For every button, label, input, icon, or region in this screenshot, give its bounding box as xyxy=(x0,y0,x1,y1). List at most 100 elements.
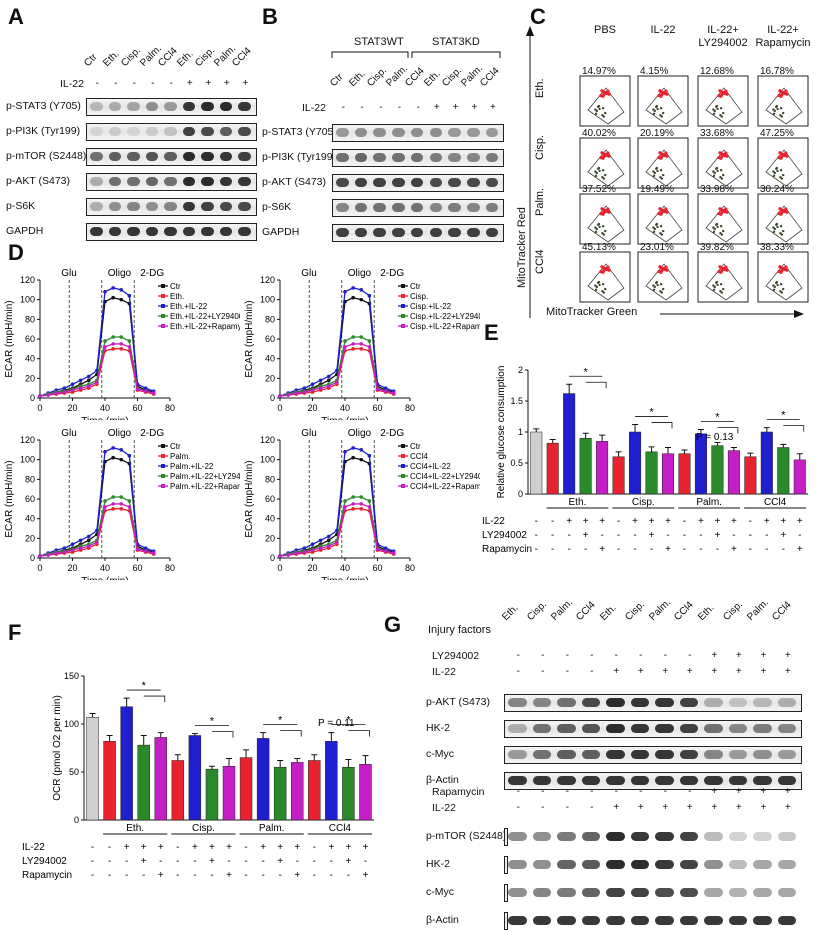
lane-label: CCl4 xyxy=(573,599,598,623)
data-point xyxy=(359,502,364,506)
treatment-sign: - xyxy=(169,78,173,89)
tick-label: 0 xyxy=(277,563,282,573)
treatment-sign: - xyxy=(639,786,643,797)
treatment-sign: - xyxy=(666,530,669,541)
blot-band xyxy=(145,227,158,236)
blot-band xyxy=(238,102,251,111)
bar xyxy=(256,738,270,821)
blot-band xyxy=(108,152,121,161)
flow-percentage: 23.01% xyxy=(640,242,674,253)
data-point xyxy=(326,378,331,383)
treatment-sign: + xyxy=(209,842,215,853)
blot-band xyxy=(466,178,480,187)
treatment-sign: + xyxy=(731,516,737,527)
data-point xyxy=(78,386,83,390)
blot-strip xyxy=(332,224,505,242)
treatment-sign: + xyxy=(277,856,283,867)
legend-entry: Palm. xyxy=(170,452,190,461)
panel-d-ecar-charts: 0 20 40 60 80 100 120 0 20 40 60 80 Glu Oligo 2-DG Time… xyxy=(0,260,480,600)
lane-label: Cisp. xyxy=(720,599,745,623)
data-point xyxy=(119,297,124,302)
treatment-sign: - xyxy=(617,544,620,555)
blot-band xyxy=(164,152,177,161)
data-point xyxy=(302,386,307,390)
injection-marker: Oligo xyxy=(108,268,132,279)
blot-band xyxy=(238,152,251,161)
blot-row-label: p-AKT (S473) xyxy=(6,175,70,187)
group-label: Cisp. xyxy=(632,497,655,508)
blot-strip xyxy=(504,772,802,790)
treatment-sign: + xyxy=(566,516,572,527)
data-point xyxy=(359,495,364,499)
data-point xyxy=(367,339,372,343)
data-point xyxy=(119,335,124,339)
lane-label: Cisp. xyxy=(524,599,549,623)
blot-band xyxy=(410,178,424,187)
blot-band xyxy=(392,203,405,212)
blot-band xyxy=(704,776,723,785)
legend-entry: Cisp.+IL-22 xyxy=(410,302,452,311)
tick-label: 40 xyxy=(100,563,110,573)
column-header: IL-22+ LY294002 xyxy=(698,24,748,49)
data-point xyxy=(359,507,364,511)
blot-strip xyxy=(86,198,257,216)
blot-band xyxy=(108,202,121,211)
treatment-sign: + xyxy=(686,802,693,813)
blot-band xyxy=(630,776,649,785)
treatment-sign: - xyxy=(535,530,538,541)
flow-plot: 47.25% xyxy=(757,128,809,189)
treatment-sign: + xyxy=(226,842,232,853)
blot-band xyxy=(508,724,527,733)
x-axis-label: Time (min) xyxy=(81,576,128,580)
bar xyxy=(744,456,757,495)
treatment-sign: - xyxy=(688,650,692,661)
treatment-sign: + xyxy=(711,666,718,677)
panel-b-western-blot: STAT3WT STAT3KD Ctr Eth. Cisp. Palm. CCl4 Eth. C… xyxy=(262,0,527,242)
tick-label: 120 xyxy=(260,275,275,285)
treatment-sign: + xyxy=(141,842,147,853)
data-point xyxy=(326,544,331,548)
x-axis-label: Time (min) xyxy=(321,576,368,580)
treatment-sign: + xyxy=(760,802,767,813)
blot-band xyxy=(354,228,368,237)
data-point xyxy=(103,499,107,503)
treatment-sign: + xyxy=(294,842,300,853)
treatment-sign: - xyxy=(617,516,620,527)
injection-marker: Glu xyxy=(301,428,317,439)
blot-row-label: β-Actin xyxy=(426,774,459,786)
tick-label: 40 xyxy=(340,563,350,573)
data-point xyxy=(95,528,99,533)
group-label: CCl4 xyxy=(329,823,352,834)
blot-band xyxy=(392,128,405,137)
lane-label: CCl4 xyxy=(769,599,794,623)
tick-label: 80 xyxy=(25,474,35,484)
y-axis-label: OCR (pmol O2 per min) xyxy=(52,695,63,801)
data-point xyxy=(111,295,115,300)
blot-band xyxy=(728,724,747,733)
blot-band xyxy=(679,888,698,897)
treatment-sign: + xyxy=(209,856,215,867)
lane-label: Cisp. xyxy=(119,45,144,69)
treatment-sign: - xyxy=(244,870,247,881)
blot-band xyxy=(90,202,103,211)
treatment-sign: + xyxy=(784,650,791,661)
group-label: Palm. xyxy=(259,823,285,834)
data-point xyxy=(326,384,331,388)
error-bar xyxy=(345,759,352,768)
treatment-sign: - xyxy=(749,544,752,555)
data-point xyxy=(278,554,282,558)
blot-band xyxy=(201,102,214,111)
treatment-sign: + xyxy=(735,802,742,813)
legend-entry: Ctr xyxy=(170,442,181,451)
blot-band xyxy=(145,202,158,211)
data-point xyxy=(111,286,115,290)
injection-marker: 2-DG xyxy=(380,428,404,439)
blot-band xyxy=(448,153,461,162)
blot-band xyxy=(182,177,195,186)
blot-band xyxy=(90,177,103,186)
bar xyxy=(596,441,609,495)
group-label: CCl4 xyxy=(764,497,787,508)
blot-band xyxy=(336,178,349,187)
flow-plot: 19.49% xyxy=(637,184,689,245)
bar xyxy=(325,741,338,821)
